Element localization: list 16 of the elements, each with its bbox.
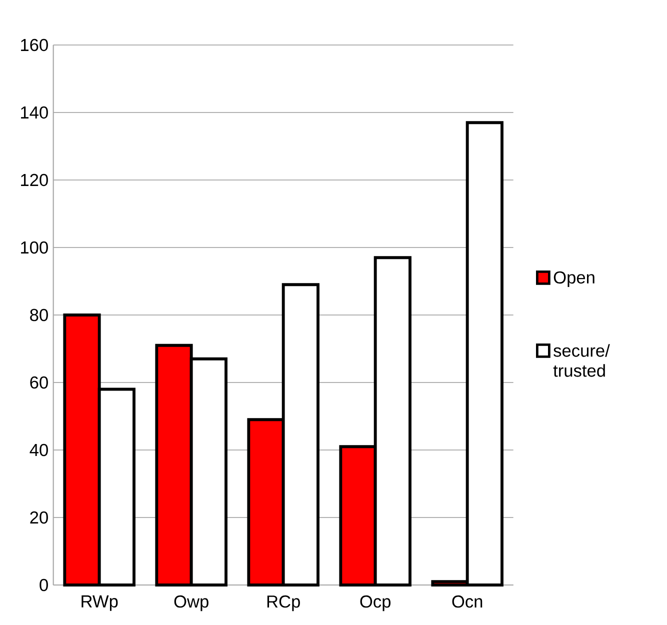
y-tick-label: 80 [30,308,48,322]
x-tick-label: Owp [174,595,208,612]
x-tick-label: Ocn [452,595,482,608]
y-tick-label: 20 [30,511,48,524]
y-tick-label: 0 [40,578,48,592]
y-tick-label: 40 [30,444,48,456]
y-tick-label: 140 [21,106,48,119]
x-tick-label: RWp [82,595,118,611]
legend-label: Open [554,271,594,288]
legend-label: secure/ trusted [553,344,610,377]
y-tick-label: 160 [21,38,48,52]
x-tick-label: RCp [267,595,300,612]
y-tick-label: 100 [21,241,48,254]
y-tick-label: 60 [30,376,48,389]
x-tick-label: Ocp [360,595,390,612]
y-tick-label: 120 [21,174,48,186]
